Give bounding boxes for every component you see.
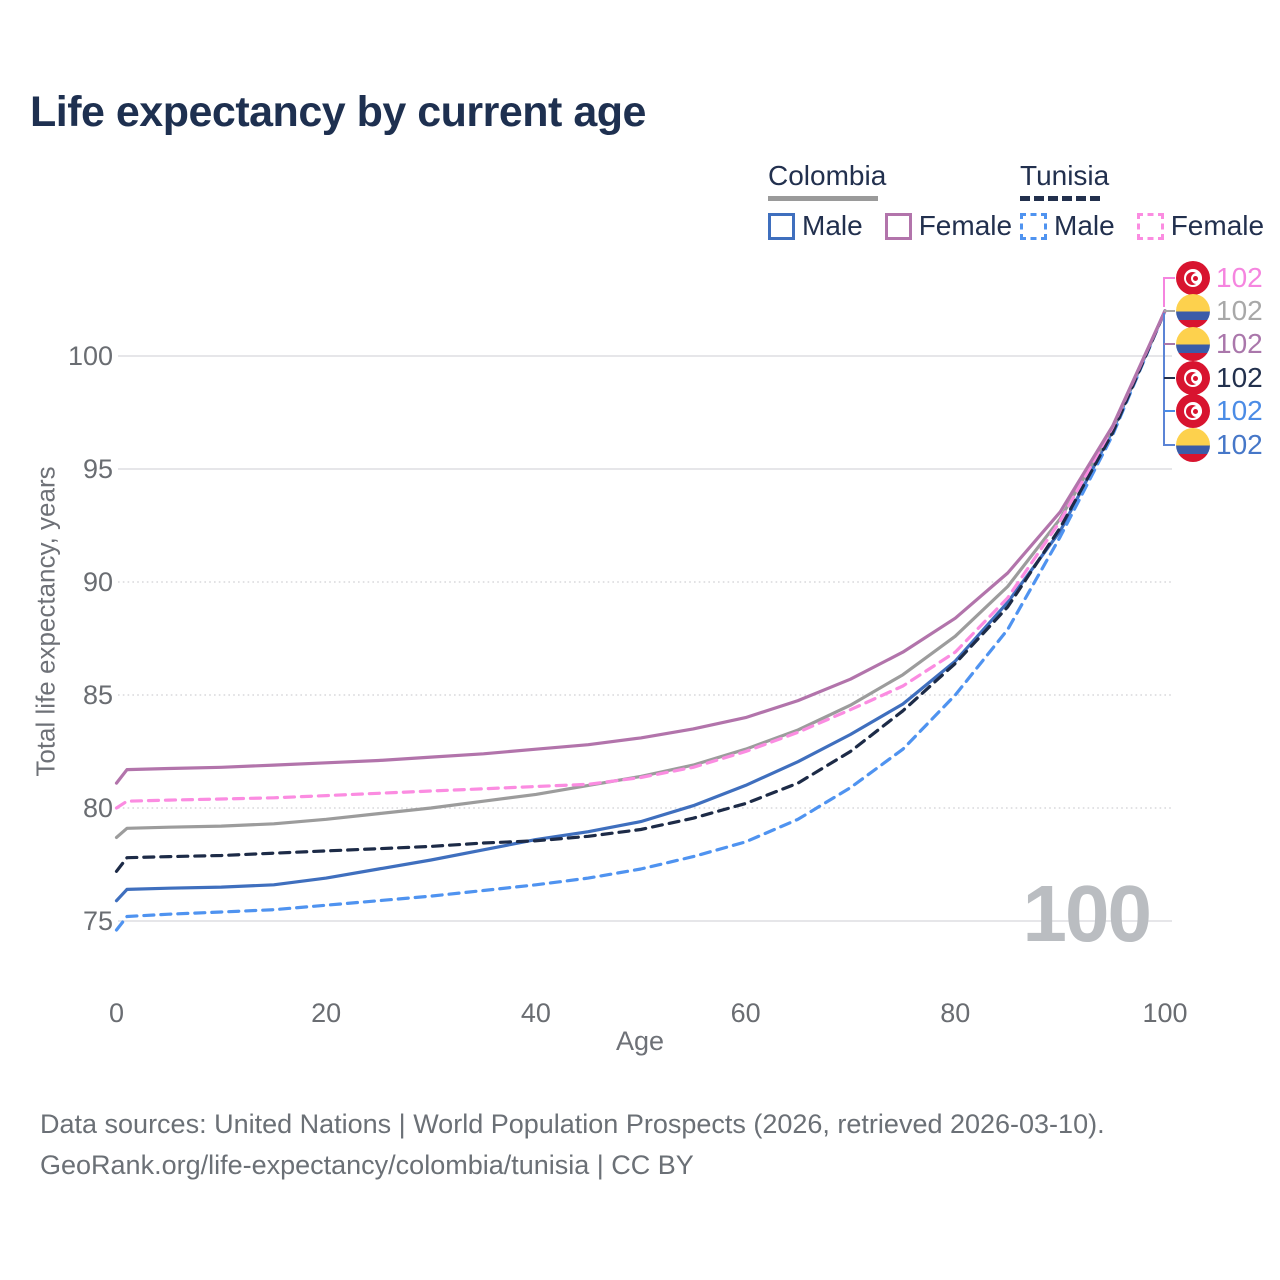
x-axis-title: Age (615, 1026, 665, 1056)
legend-items-tunisia: Male Female (1020, 210, 1264, 242)
checkbox-colombia-male[interactable] (768, 212, 795, 240)
legend-item-colombia-male[interactable]: Male (768, 210, 863, 242)
y-axis-title: Total life expectancy, years (30, 466, 61, 777)
end-label-connector-bottom (1163, 313, 1175, 446)
tunisia-flag-tn-star (1193, 275, 1198, 281)
series-line-tunisia-all (114, 309, 1167, 873)
colombia-line-style-sample (768, 196, 878, 201)
end-value-tunisia-male: 102 (1216, 395, 1263, 426)
legend-item-colombia-female[interactable]: Female (884, 210, 1013, 242)
series-line-tunisia-male (114, 309, 1167, 932)
legend-label-tunisia-male: Male (1054, 210, 1115, 241)
checkbox-tunisia-female[interactable] (1136, 212, 1164, 240)
y-tick-label-75: 75 (82, 906, 113, 936)
checkbox-tunisia-male[interactable] (1020, 212, 1047, 240)
legend-group-colombia: Colombia Male Female (768, 160, 1012, 242)
legend-item-tunisia-male[interactable]: Male (1020, 210, 1115, 242)
y-tick-label-100: 100 (67, 341, 113, 371)
colombia-flag-icon (1176, 294, 1210, 328)
tunisia-line-style-sample (1020, 196, 1100, 201)
footer-attribution: GeoRank.org/life-expectancy/colombia/tun… (40, 1150, 694, 1180)
x-tick-label-40: 40 (520, 998, 551, 1028)
x-tick-label-80: 80 (940, 998, 971, 1028)
tunisia-flag-icon (1176, 361, 1210, 395)
tunisia-flag-icon (1176, 394, 1210, 428)
page-title: Life expectancy by current age (30, 88, 646, 136)
colombia-flag-icon (1176, 428, 1210, 462)
series-line-colombia-female (114, 309, 1167, 785)
legend-title-tunisia[interactable]: Tunisia (1020, 160, 1110, 191)
end-value-colombia-male: 102 (1216, 429, 1263, 460)
y-tick-label-80: 80 (82, 793, 113, 823)
tunisia-flag-tn-star (1193, 408, 1198, 414)
legend-label-colombia-female: Female (918, 210, 1013, 241)
end-value-colombia-all: 102 (1216, 295, 1263, 326)
x-tick-label-20: 20 (311, 998, 342, 1028)
x-tick-label-60: 60 (730, 998, 761, 1028)
legend-group-tunisia: Tunisia Male Female (1020, 160, 1264, 242)
legend-label-colombia-male: Male (802, 210, 863, 241)
tunisia-flag-tn-star (1193, 375, 1198, 381)
footer-data-sources: Data sources: United Nations | World Pop… (40, 1109, 1105, 1139)
legend-title-colombia[interactable]: Colombia (768, 160, 887, 191)
end-value-colombia-female: 102 (1216, 328, 1263, 359)
legend-label-tunisia-female: Female (1170, 210, 1265, 241)
y-tick-label-95: 95 (82, 454, 113, 484)
age-counter-watermark: 100 (1022, 869, 1152, 958)
tunisia-flag-icon (1176, 261, 1210, 295)
legend-items-colombia: Male Female (768, 210, 1012, 242)
source-footer: Data sources: United Nations | World Pop… (40, 1104, 1105, 1186)
end-label-connector-top (1163, 277, 1175, 307)
legend-item-tunisia-female[interactable]: Female (1136, 210, 1265, 242)
end-value-tunisia-female: 102 (1216, 262, 1263, 293)
y-tick-label-85: 85 (82, 680, 113, 710)
colombia-flag-icon (1176, 327, 1210, 361)
series-line-colombia-male (114, 309, 1167, 903)
end-value-tunisia-all: 102 (1216, 362, 1263, 393)
x-tick-label-100: 100 (1142, 998, 1188, 1028)
checkbox-colombia-female[interactable] (884, 212, 912, 240)
x-tick-label-0: 0 (108, 998, 125, 1028)
y-tick-label-90: 90 (82, 567, 113, 597)
series-line-tunisia-female (114, 309, 1167, 810)
